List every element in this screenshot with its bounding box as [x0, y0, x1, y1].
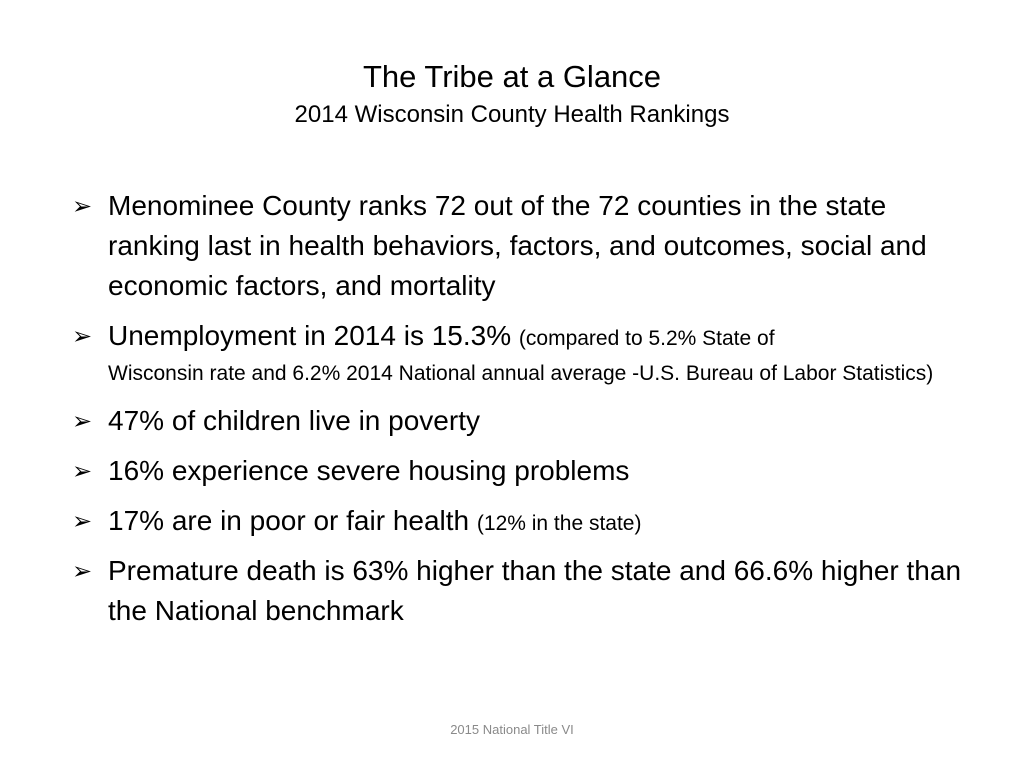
bullet-note-inline: (12% in the state) [476, 512, 642, 535]
list-item: ➢ Premature death is 63% higher than the… [72, 551, 962, 631]
arrow-bullet-icon: ➢ [72, 457, 93, 485]
bullet-text: 17% are in poor or fair health (12% in t… [108, 501, 962, 541]
arrow-bullet-icon: ➢ [72, 557, 93, 585]
slide-subtitle: 2014 Wisconsin County Health Rankings [294, 101, 730, 128]
arrow-bullet-icon: ➢ [72, 407, 93, 435]
bullet-text: Premature death is 63% higher than the s… [108, 551, 962, 631]
list-item: ➢ Menominee County ranks 72 out of the 7… [72, 186, 962, 306]
list-item: ➢ Unemployment in 2014 is 15.3% (compare… [72, 316, 962, 391]
bullet-main-text: 47% of children live in poverty [108, 405, 480, 436]
list-item: ➢ 17% are in poor or fair health (12% in… [72, 501, 962, 541]
arrow-bullet-icon: ➢ [72, 507, 93, 535]
bullet-text: 16% experience severe housing problems [108, 451, 962, 491]
slide-title: The Tribe at a Glance [362, 59, 662, 94]
list-item: ➢ 47% of children live in poverty [72, 401, 962, 441]
slide-footer: 2015 National Title VI [450, 722, 574, 737]
bullet-main-text: 17% are in poor or fair health [108, 505, 470, 536]
arrow-bullet-icon: ➢ [72, 192, 93, 220]
bullet-text: 47% of children live in poverty [108, 401, 962, 441]
arrow-bullet-icon: ➢ [72, 322, 93, 350]
bullet-main-text: 16% experience severe housing problems [108, 455, 630, 486]
bullet-note-rest: Wisconsin rate and 6.2% 2014 National an… [108, 362, 934, 385]
bullet-main-text: Unemployment in 2014 is 15.3% [108, 320, 512, 351]
list-item: ➢ 16% experience severe housing problems [72, 451, 962, 491]
bullet-text: Unemployment in 2014 is 15.3% (compared … [108, 316, 962, 391]
bullet-note-inline: (compared to 5.2% State of [518, 327, 775, 350]
bullet-list: ➢ Menominee County ranks 72 out of the 7… [72, 186, 962, 641]
title-block: The Tribe at a Glance 2014 Wisconsin Cou… [0, 56, 1024, 132]
bullet-main-text: Menominee County ranks 72 out of the 72 … [108, 190, 927, 301]
bullet-main-text: Premature death is 63% higher than the s… [108, 555, 962, 626]
bullet-text: Menominee County ranks 72 out of the 72 … [108, 186, 962, 306]
